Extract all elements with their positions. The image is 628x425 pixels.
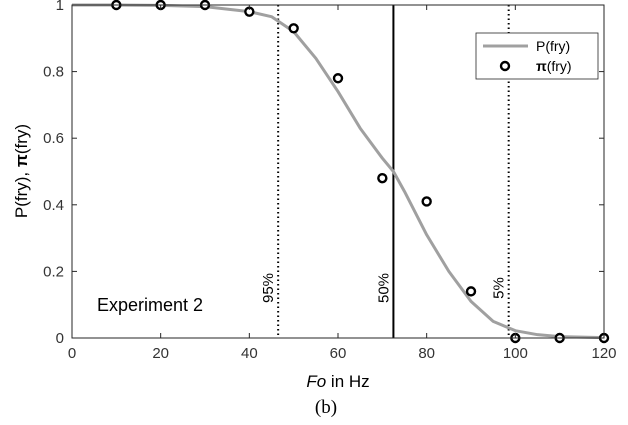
x-tick-label: 0 [68, 345, 76, 362]
y-tick-label: 0.2 [43, 263, 64, 280]
pi-fry-point [465, 286, 477, 297]
pi-fry-point [288, 23, 299, 34]
figure-caption: (b) [315, 397, 337, 418]
legend-box [475, 32, 599, 80]
x-tick-label: 20 [152, 345, 169, 362]
threshold-label: 95% [260, 273, 277, 303]
y-tick-label: 0.4 [43, 197, 64, 214]
x-tick-label: 120 [591, 345, 616, 362]
y-axis: 0 0.2 0.4 0.6 0.8 1 [43, 0, 604, 347]
threshold-lines: 95% 50% 5% [260, 5, 510, 338]
x-tick-label: 40 [241, 345, 258, 362]
x-tick-label: 100 [503, 345, 528, 362]
threshold-label: 50% [375, 273, 392, 303]
legend-marker-swatch [499, 60, 511, 72]
legend: P(fry) π(fry) [475, 32, 599, 80]
y-tick-label: 0.6 [43, 130, 64, 147]
series-p-fry [72, 3, 605, 340]
x-axis-label: Fo in Hz [306, 372, 369, 391]
pi-fry-point [421, 196, 432, 207]
y-tick-label: 0.8 [43, 64, 64, 81]
p-fry-curve [72, 3, 605, 340]
pi-fry-point [377, 172, 388, 184]
threshold-label: 5% [491, 277, 508, 299]
experiment-label: Experiment 2 [97, 295, 203, 315]
x-tick-label: 80 [418, 345, 435, 362]
y-axis-label: P(fry), π(fry) [12, 124, 31, 218]
x-tick-label: 60 [330, 345, 347, 362]
x-axis: 0 20 40 60 80 100 120 [68, 5, 617, 362]
legend-entry-pi-fry: π(fry) [536, 58, 572, 74]
legend-entry-p-fry: P(fry) [536, 38, 570, 54]
y-tick-label: 1 [56, 0, 64, 14]
pi-fry-point [332, 73, 344, 84]
y-tick-label: 0 [56, 330, 64, 347]
